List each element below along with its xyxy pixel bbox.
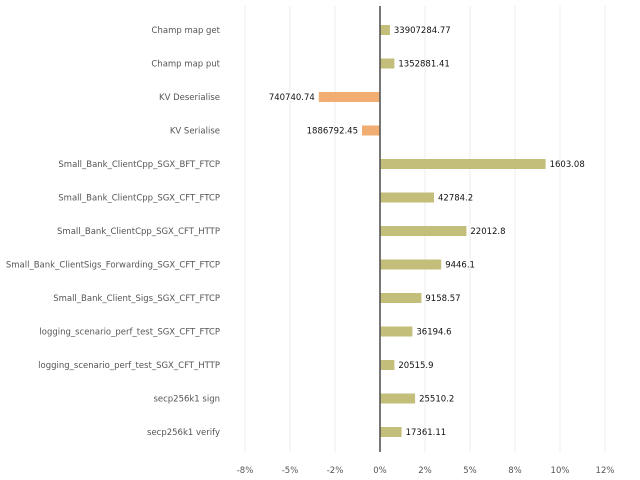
category-label: Small_Bank_Client_Sigs_SGX_CFT_FTCP (53, 294, 220, 304)
x-tick-label: -8% (237, 466, 254, 476)
category-labels: Champ map get Champ map put KV Deserialise… (6, 26, 221, 438)
category-label: Small_Bank_ClientCpp_SGX_CFT_FTCP (58, 194, 220, 204)
value-label: 1352881.41 (398, 60, 449, 70)
value-label: 9446.1 (445, 261, 475, 271)
value-label: 22012.8 (470, 227, 505, 237)
category-label: logging_scenario_perf_test_SGX_CFT_HTTP (38, 361, 220, 371)
category-label: logging_scenario_perf_test_SGX_CFT_FTCP (39, 328, 220, 338)
value-label: 17361.11 (406, 428, 447, 438)
value-label: 42784.2 (438, 194, 473, 204)
value-labels: 33907284.77 1352881.41 740740.74 1886792.45… (269, 26, 585, 438)
x-axis-ticks: -8% -5% -2% 0% 2% 5% 8% 10% 12% (237, 466, 615, 476)
category-label: secp256k1 verify (147, 428, 220, 438)
category-label: KV Deserialise (159, 93, 220, 103)
bar (380, 192, 434, 203)
bar (380, 427, 402, 437)
bars (318, 25, 546, 437)
category-label: Champ map put (151, 60, 220, 70)
bar (380, 326, 413, 337)
bar (380, 293, 422, 303)
bar (362, 125, 380, 136)
value-label: 1886792.45 (307, 127, 358, 137)
value-label: 36194.6 (416, 328, 451, 338)
bar (380, 58, 395, 69)
value-label: 33907284.77 (394, 26, 451, 36)
x-tick-label: -2% (327, 466, 344, 476)
value-label: 25510.2 (419, 395, 454, 405)
bar (380, 226, 467, 236)
x-tick-label: 5% (463, 466, 477, 476)
x-tick-label: 2% (418, 466, 432, 476)
bar (380, 360, 395, 370)
x-tick-label: -5% (282, 466, 299, 476)
bar (318, 92, 380, 102)
category-label: Champ map get (152, 26, 221, 36)
value-label: 20515.9 (398, 361, 433, 371)
bar (380, 259, 442, 270)
x-tick-label: 10% (551, 466, 570, 476)
category-label: Small_Bank_ClientCpp_SGX_CFT_HTTP (57, 227, 220, 237)
x-tick-label: 12% (596, 466, 615, 476)
x-tick-label: 0% (373, 466, 387, 476)
value-label: 9158.57 (425, 294, 460, 304)
bar (380, 159, 546, 169)
category-label: KV Serialise (170, 127, 220, 137)
category-label: Small_Bank_ClientSigs_Forwarding_SGX_CFT… (6, 261, 220, 271)
x-tick-label: 8% (508, 466, 522, 476)
category-label: Small_Bank_ClientCpp_SGX_BFT_FTCP (58, 160, 220, 170)
bar (380, 393, 416, 404)
bar (380, 25, 390, 35)
value-label: 1603.08 (550, 160, 585, 170)
value-label: 740740.74 (269, 93, 315, 103)
category-label: secp256k1 sign (153, 395, 220, 405)
